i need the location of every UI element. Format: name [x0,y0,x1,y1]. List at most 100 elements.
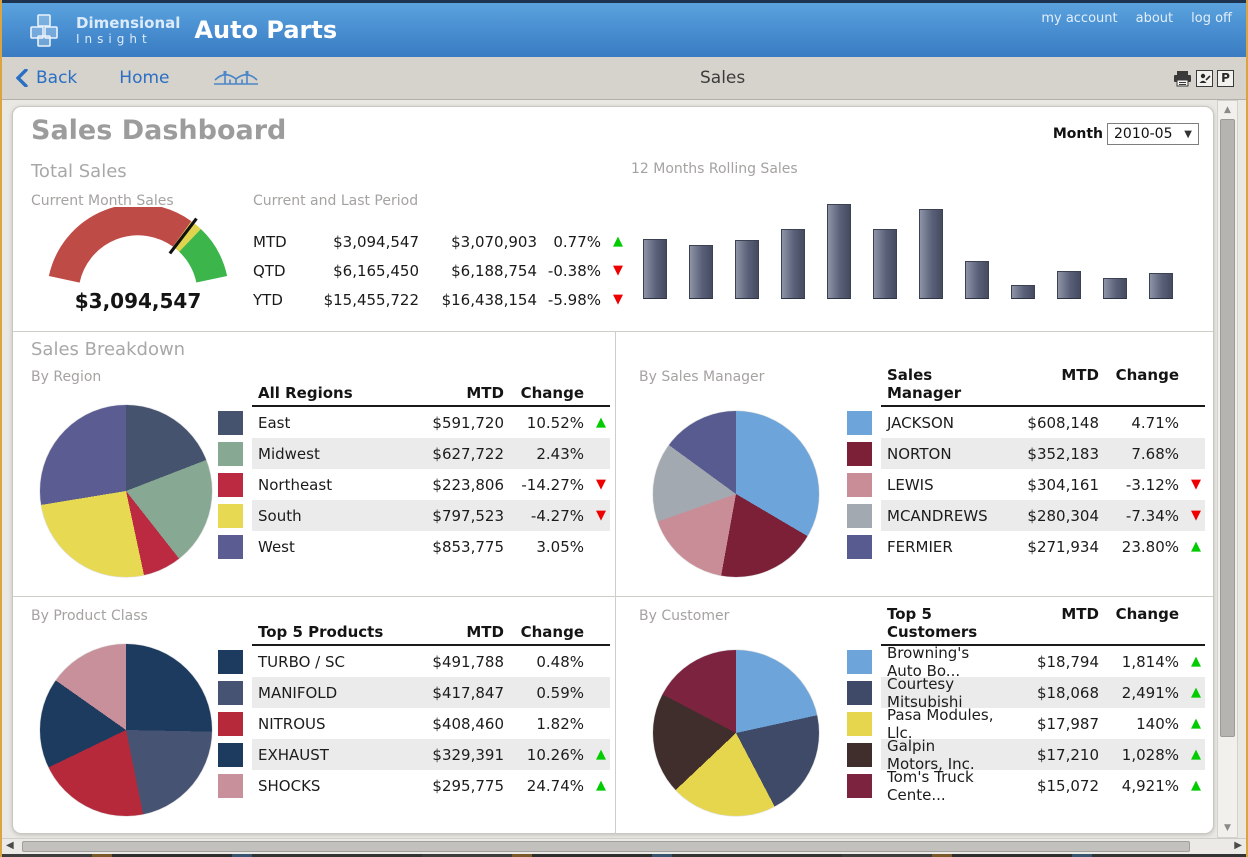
row-name: NITROUS [258,715,400,733]
row-mtd-value: $271,934 [995,538,1099,556]
page-title: Sales [700,68,745,88]
gauge-value: $3,094,547 [33,289,243,313]
row-change-value: -4.27% [504,507,584,525]
nav-icon-group: P [1173,70,1234,87]
row-change-value: 4,921% [1099,777,1179,795]
period-row-label: QTD [253,262,303,280]
table-row[interactable]: FERMIER$271,93423.80%▲ [847,531,1205,562]
month-select[interactable]: 2010-05 ▼ [1107,123,1199,145]
table-row[interactable]: Northeast$223,806-14.27%▼ [218,469,610,500]
scroll-up-arrow[interactable]: ▲ [1218,105,1237,115]
table-row[interactable]: JACKSON$608,1484.71% [847,407,1205,438]
user-edit-icon[interactable] [1196,70,1213,87]
table-row[interactable]: Galpin Motors, Inc.$17,2101,028%▲ [847,739,1205,770]
vertical-scrollbar-thumb[interactable] [1220,119,1235,737]
rolling-sales-bar[interactable] [1057,271,1081,299]
product-class-pie-chart[interactable] [40,644,212,816]
row-name: Northeast [258,476,400,494]
legend-swatch [218,743,243,767]
horizontal-scrollbar[interactable]: ◀ ▶ [2,838,1246,854]
table-row[interactable]: EXHAUST$329,39110.26%▲ [218,739,610,770]
rolling-sales-bar[interactable] [1103,278,1127,299]
horizontal-scrollbar-thumb[interactable] [22,841,1190,852]
rolling-sales-bar[interactable] [919,209,943,299]
period-change-value: -5.98% [537,291,601,309]
row-name: East [258,414,400,432]
my-account-link[interactable]: my account [1041,11,1117,26]
rolling-sales-bar[interactable] [781,229,805,299]
gauge-low-segment [64,220,182,280]
row-name: LEWIS [887,476,995,494]
quadrant-by-product-class: By Product Class Top 5 Products MTD Chan… [23,604,611,832]
legend-swatch [847,681,872,705]
row-name: NORTON [887,445,995,463]
row-mtd-value: $417,847 [400,684,504,702]
about-link[interactable]: about [1136,11,1174,26]
table-row: YTD $15,455,722 $16,438,154 -5.98% ▼ [253,285,625,314]
table-row[interactable]: NORTON$352,1837.68% [847,438,1205,469]
table-row[interactable]: MCANDREWS$280,304-7.34%▼ [847,500,1205,531]
rolling-sales-bar[interactable] [827,204,851,299]
vertical-scrollbar[interactable]: ▲ ▼ [1217,100,1238,838]
table-row[interactable]: Browning's Auto Bo...$18,7941,814%▲ [847,646,1205,677]
back-label: Back [36,68,77,88]
legend-swatch [847,411,872,435]
rolling-sales-bar[interactable] [643,239,667,299]
home-button[interactable]: Home [119,68,169,88]
table-row[interactable]: Courtesy Mitsubishi$18,0682,491%▲ [847,677,1205,708]
table-row[interactable]: Pasa Modules, Llc.$17,987140%▲ [847,708,1205,739]
table-row[interactable]: East$591,72010.52%▲ [218,407,610,438]
rolling-sales-bar[interactable] [1149,273,1173,299]
app-title: Auto Parts [194,16,337,44]
scroll-right-arrow[interactable]: ▶ [1234,840,1242,851]
row-change-value: -14.27% [504,476,584,494]
row-mtd-value: $491,788 [400,653,504,671]
print-icon[interactable] [1173,70,1192,87]
table-header: All Regions MTD Change [218,383,610,407]
table-row[interactable]: NITROUS$408,4601.82% [218,708,610,739]
row-mtd-value: $17,987 [995,715,1099,733]
period-last-value: $16,438,154 [419,291,537,309]
sales-manager-pie-chart[interactable] [653,411,819,577]
change-arrow-icon: ▲ [1179,654,1201,669]
log-off-link[interactable]: log off [1191,11,1232,26]
scroll-left-arrow[interactable]: ◀ [6,840,14,851]
scroll-down-arrow[interactable]: ▼ [1218,823,1237,833]
table-row[interactable]: Tom's Truck Cente...$15,0724,921%▲ [847,770,1205,801]
bridge-icon[interactable] [213,67,259,89]
table-row[interactable]: SHOCKS$295,77524.74%▲ [218,770,610,801]
rolling-sales-bar[interactable] [689,245,713,299]
col-header-name: All Regions [258,384,400,402]
parameters-icon[interactable]: P [1217,70,1234,87]
table-row[interactable]: West$853,7753.05% [218,531,610,562]
section-divider [13,331,1213,332]
row-name: FERMIER [887,538,995,556]
row-mtd-value: $408,460 [400,715,504,733]
region-pie-chart[interactable] [40,405,212,577]
change-arrow-icon: ▲ [601,234,623,249]
quadrant-by-region: By Region All Regions MTD Change East$59… [23,365,611,593]
dashboard-panel: Sales Dashboard Month 2010-05 ▼ Total Sa… [12,106,1214,834]
row-name: MANIFOLD [258,684,400,702]
quadrant-label: By Customer [639,608,729,624]
row-change-value: 10.26% [504,746,584,764]
table-row[interactable]: Midwest$627,7222.43% [218,438,610,469]
rolling-sales-bar[interactable] [735,240,759,299]
row-mtd-value: $295,775 [400,777,504,795]
rolling-sales-bar[interactable] [1011,285,1035,299]
rolling-sales-bar[interactable] [965,261,989,299]
customer-pie-chart[interactable] [653,650,819,816]
back-button[interactable]: Back [16,68,77,88]
row-mtd-value: $591,720 [400,414,504,432]
p-icon-label: P [1221,71,1230,85]
legend-swatch [218,774,243,798]
rolling-title: 12 Months Rolling Sales [631,161,798,177]
customer-table: Top 5 Customers MTD Change Browning's Au… [847,622,1205,801]
legend-swatch [218,473,243,497]
rolling-sales-bar[interactable] [873,229,897,299]
table-row[interactable]: South$797,523-4.27%▼ [218,500,610,531]
table-row[interactable]: MANIFOLD$417,8470.59% [218,677,610,708]
table-row[interactable]: TURBO / SC$491,7880.48% [218,646,610,677]
logo-line1: Dimensional [76,16,180,31]
table-row[interactable]: LEWIS$304,161-3.12%▼ [847,469,1205,500]
